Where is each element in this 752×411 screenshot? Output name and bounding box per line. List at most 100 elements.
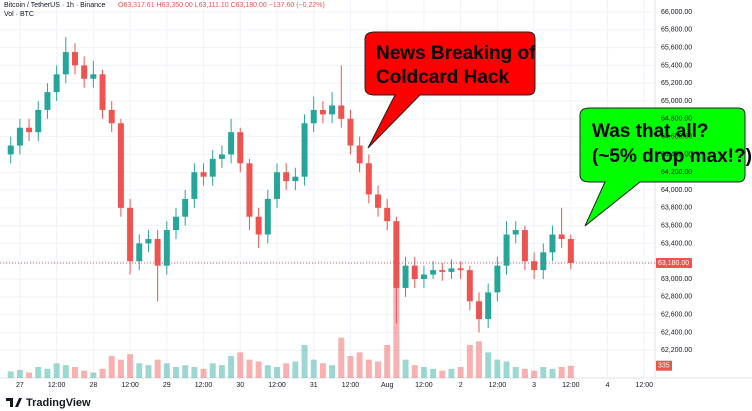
candle-body [292,176,299,182]
x-tick-label: 28 [89,382,97,389]
annotation-text: (~5% drop max!?) [592,146,752,167]
volume-bar [182,365,189,378]
volume-bar [301,345,308,378]
x-tick-label: 12:00 [415,382,433,389]
volume-bar [127,354,134,378]
candle-body [99,74,106,110]
candle-body [228,132,235,155]
volume-bar [494,359,501,378]
volume-bar [163,363,170,378]
volume-bar [319,363,326,378]
volume-bar [549,368,556,378]
volume-tag [656,360,672,371]
x-tick-label: 4 [606,382,610,389]
candle-body [218,154,225,159]
candle-body [283,172,290,182]
candle-body [35,109,42,133]
x-tick-label: 2 [459,382,463,389]
candle-body [558,234,565,239]
volume-bar [218,365,225,378]
volume-bar [44,368,51,378]
volume-bar [173,367,179,378]
candle-body [145,238,152,244]
x-tick-label: 12:00 [342,382,360,389]
volume-bar [90,372,97,378]
volume-bar [503,361,510,378]
volume-bar [365,359,372,378]
y-tick-label: 64,000.00 [661,187,692,194]
y-tick-label: 65,000.00 [661,98,692,105]
x-tick-label: 12:00 [489,382,507,389]
volume-bar [292,361,299,378]
candle-body [430,270,437,275]
price-tag [656,258,692,269]
volume-bar [264,365,271,378]
candle-body [384,207,391,222]
volume-bar [117,359,124,378]
candle-body [246,163,253,217]
volume-bar [53,363,60,378]
volume-title: Vol · BTC [4,11,34,18]
volume-bar [384,345,391,378]
x-tick-label: 12:00 [636,382,654,389]
volume-bar [26,372,33,378]
y-tick-label: 64,600.00 [661,133,692,140]
plot [0,0,655,378]
volume-bar [72,367,78,378]
volume-bar [411,365,418,378]
volume-bar [466,345,473,378]
y-tick-label: 64,400.00 [661,151,692,158]
callout-shape [364,31,536,149]
candle-body [457,268,464,271]
volume-tag-label: 335 [658,363,670,370]
candle-body [494,265,501,293]
candle-body [81,65,88,79]
candle-body [191,172,198,199]
x-tick-label: 12:00 [48,382,66,389]
volume-bar [448,368,455,378]
brand-name: TradingView [26,397,91,409]
volume-bar [439,370,446,378]
volume-bar [485,352,492,378]
candle-body [411,265,418,280]
candle-body [182,198,189,217]
candle-body [503,234,510,266]
y-tick-label: 63,000.00 [661,276,692,283]
candle-body [26,127,33,133]
volume-bar [237,352,244,378]
y-tick-label: 62,600.00 [661,311,692,318]
brand-logo: TradingView [6,397,91,409]
candle-body [521,230,528,262]
y-tick-label: 64,200.00 [661,169,692,176]
volume-bar [136,363,143,378]
volume-bar [274,367,280,378]
volume-bar [35,367,42,378]
candle-body [567,238,574,264]
volume-bar [558,367,565,378]
volume-bar [62,365,69,378]
y-tick-label: 65,200.00 [661,80,692,87]
volume-bar [540,367,547,378]
y-tick-label: 65,400.00 [661,62,692,69]
volume-bar [356,352,363,378]
candle-body [549,234,556,253]
candle-body [127,207,134,262]
x-tick-label: 29 [163,382,171,389]
candle-body [476,301,482,320]
candle-body [117,123,124,208]
annotation-text: Coldcard Hack [376,67,509,88]
candle-body [255,216,262,235]
volume-bar [99,368,106,378]
volume-bar [209,363,216,378]
volume-bar [154,359,161,378]
volume-bar [191,367,198,378]
volume-bar [329,365,336,378]
candle-body [237,132,244,164]
candle-body [274,172,280,199]
candle-body [310,109,317,124]
volume-bar [393,269,400,378]
annotation-text: Was that all? [592,121,708,142]
volume-bar [402,359,409,378]
y-tick-label: 63,800.00 [661,205,692,212]
